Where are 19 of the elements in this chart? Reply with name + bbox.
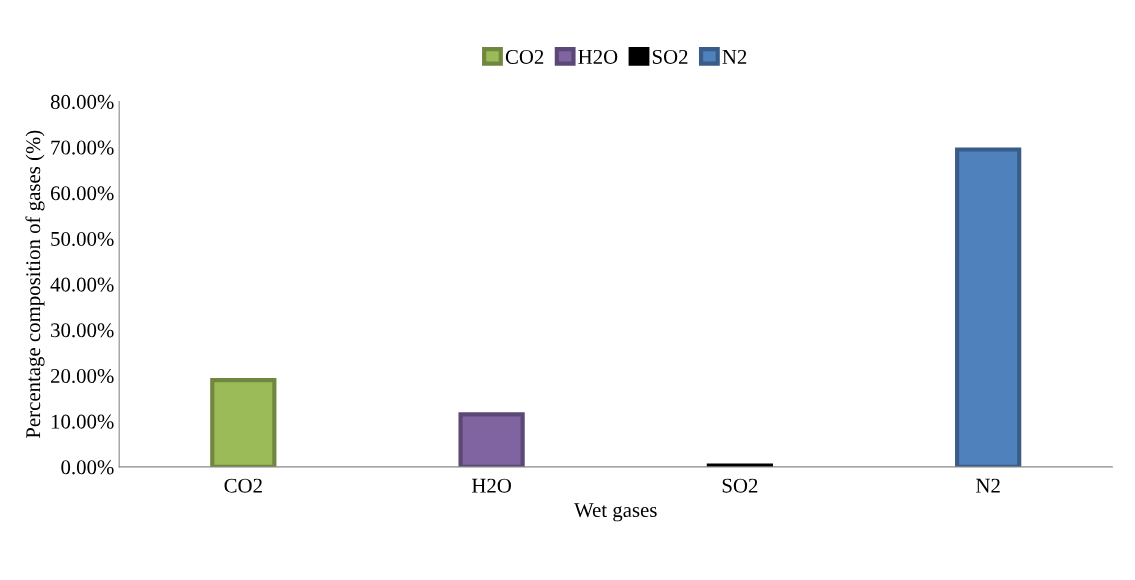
y-tick-label: 80.00%	[50, 94, 114, 110]
y-tick-label: 60.00%	[50, 186, 114, 201]
legend-label: H2O	[578, 49, 618, 64]
y-tick-label: 50.00%	[51, 231, 114, 247]
x-tick-label: CO2	[224, 478, 262, 493]
x-tick-label: SO2	[722, 478, 758, 493]
y-axis-title: Percentage composition of gases (%)	[25, 130, 45, 439]
x-tick-label: H2O	[471, 478, 511, 493]
x-tick-label: N2	[976, 478, 1000, 493]
y-tick-label: 70.00%	[51, 140, 114, 155]
y-tick-label: 40.00%	[50, 277, 114, 292]
y-tick-label: 10.00%	[51, 414, 114, 429]
legend-label: CO2	[505, 49, 544, 64]
y-tick-label: 20.00%	[51, 368, 114, 384]
legend-label: SO2	[652, 49, 688, 64]
legend-label: N2	[722, 49, 747, 64]
y-tick-label: 30.00%	[51, 323, 114, 338]
x-axis-title: Wet gases	[574, 503, 657, 522]
y-tick-label: 0.00%	[61, 460, 114, 475]
